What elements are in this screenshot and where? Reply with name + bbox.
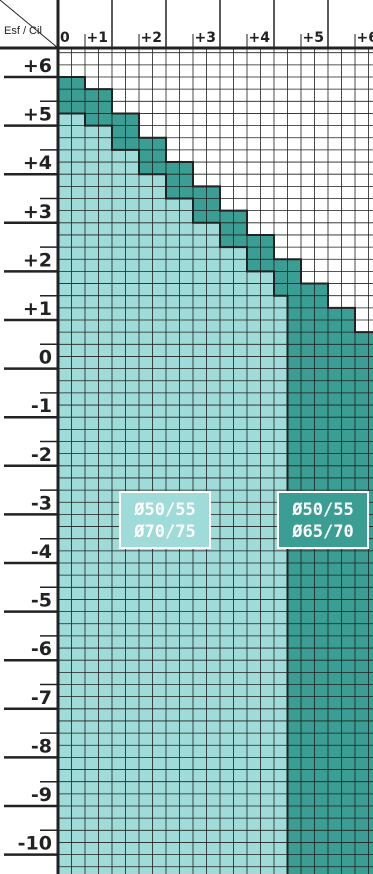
x-tick-label: +4 — [249, 30, 271, 46]
x-tick-label: +1 — [87, 30, 108, 46]
y-axis-column — [0, 0, 58, 874]
x-tick-label: +6 — [357, 30, 373, 46]
y-tick-label: -6 — [31, 638, 52, 660]
corner-label: Esf / Cil — [4, 25, 42, 37]
zone-label-text: Ø50/55 — [133, 500, 195, 520]
y-tick-label: -5 — [31, 590, 52, 612]
grid-lines — [57, 48, 373, 874]
y-tick-label: -2 — [31, 444, 52, 466]
x-tick-label: +5 — [303, 30, 324, 46]
y-tick-label: +3 — [23, 201, 52, 223]
y-tick-label: +6 — [23, 55, 52, 77]
zone-dark-boundary — [58, 76, 373, 358]
y-tick-label: -1 — [31, 395, 52, 417]
zone-label-box — [119, 491, 211, 549]
zone-light-boundary — [58, 112, 289, 308]
corner-diagonal — [0, 0, 59, 49]
y-tick-label: -10 — [18, 833, 52, 855]
zone-label-box — [277, 491, 369, 549]
x-tick-label: +3 — [195, 30, 216, 46]
y-tick-label: -8 — [31, 735, 52, 757]
y-tick-label: -4 — [31, 541, 52, 563]
zone-label-text: Ø50/55 — [291, 500, 353, 520]
zone-boundaries — [58, 76, 373, 874]
y-tick-label: +5 — [23, 104, 52, 126]
y-tick-label: +2 — [23, 249, 52, 271]
y-tick-label: -7 — [31, 687, 52, 709]
y-tick-label: -9 — [31, 784, 52, 806]
y-tick-label: -3 — [31, 492, 52, 514]
x-axis-header — [0, 0, 373, 48]
zone-label-text: Ø65/70 — [291, 522, 353, 542]
y-tick-label: +4 — [23, 152, 52, 174]
x-tick-label: 0 — [60, 30, 70, 46]
y-tick-label: +1 — [23, 298, 52, 320]
x-tick-label: +2 — [141, 30, 162, 46]
zone-label-text: Ø70/75 — [133, 522, 195, 542]
y-tick-label: 0 — [39, 347, 52, 369]
zone-fills — [58, 77, 373, 874]
